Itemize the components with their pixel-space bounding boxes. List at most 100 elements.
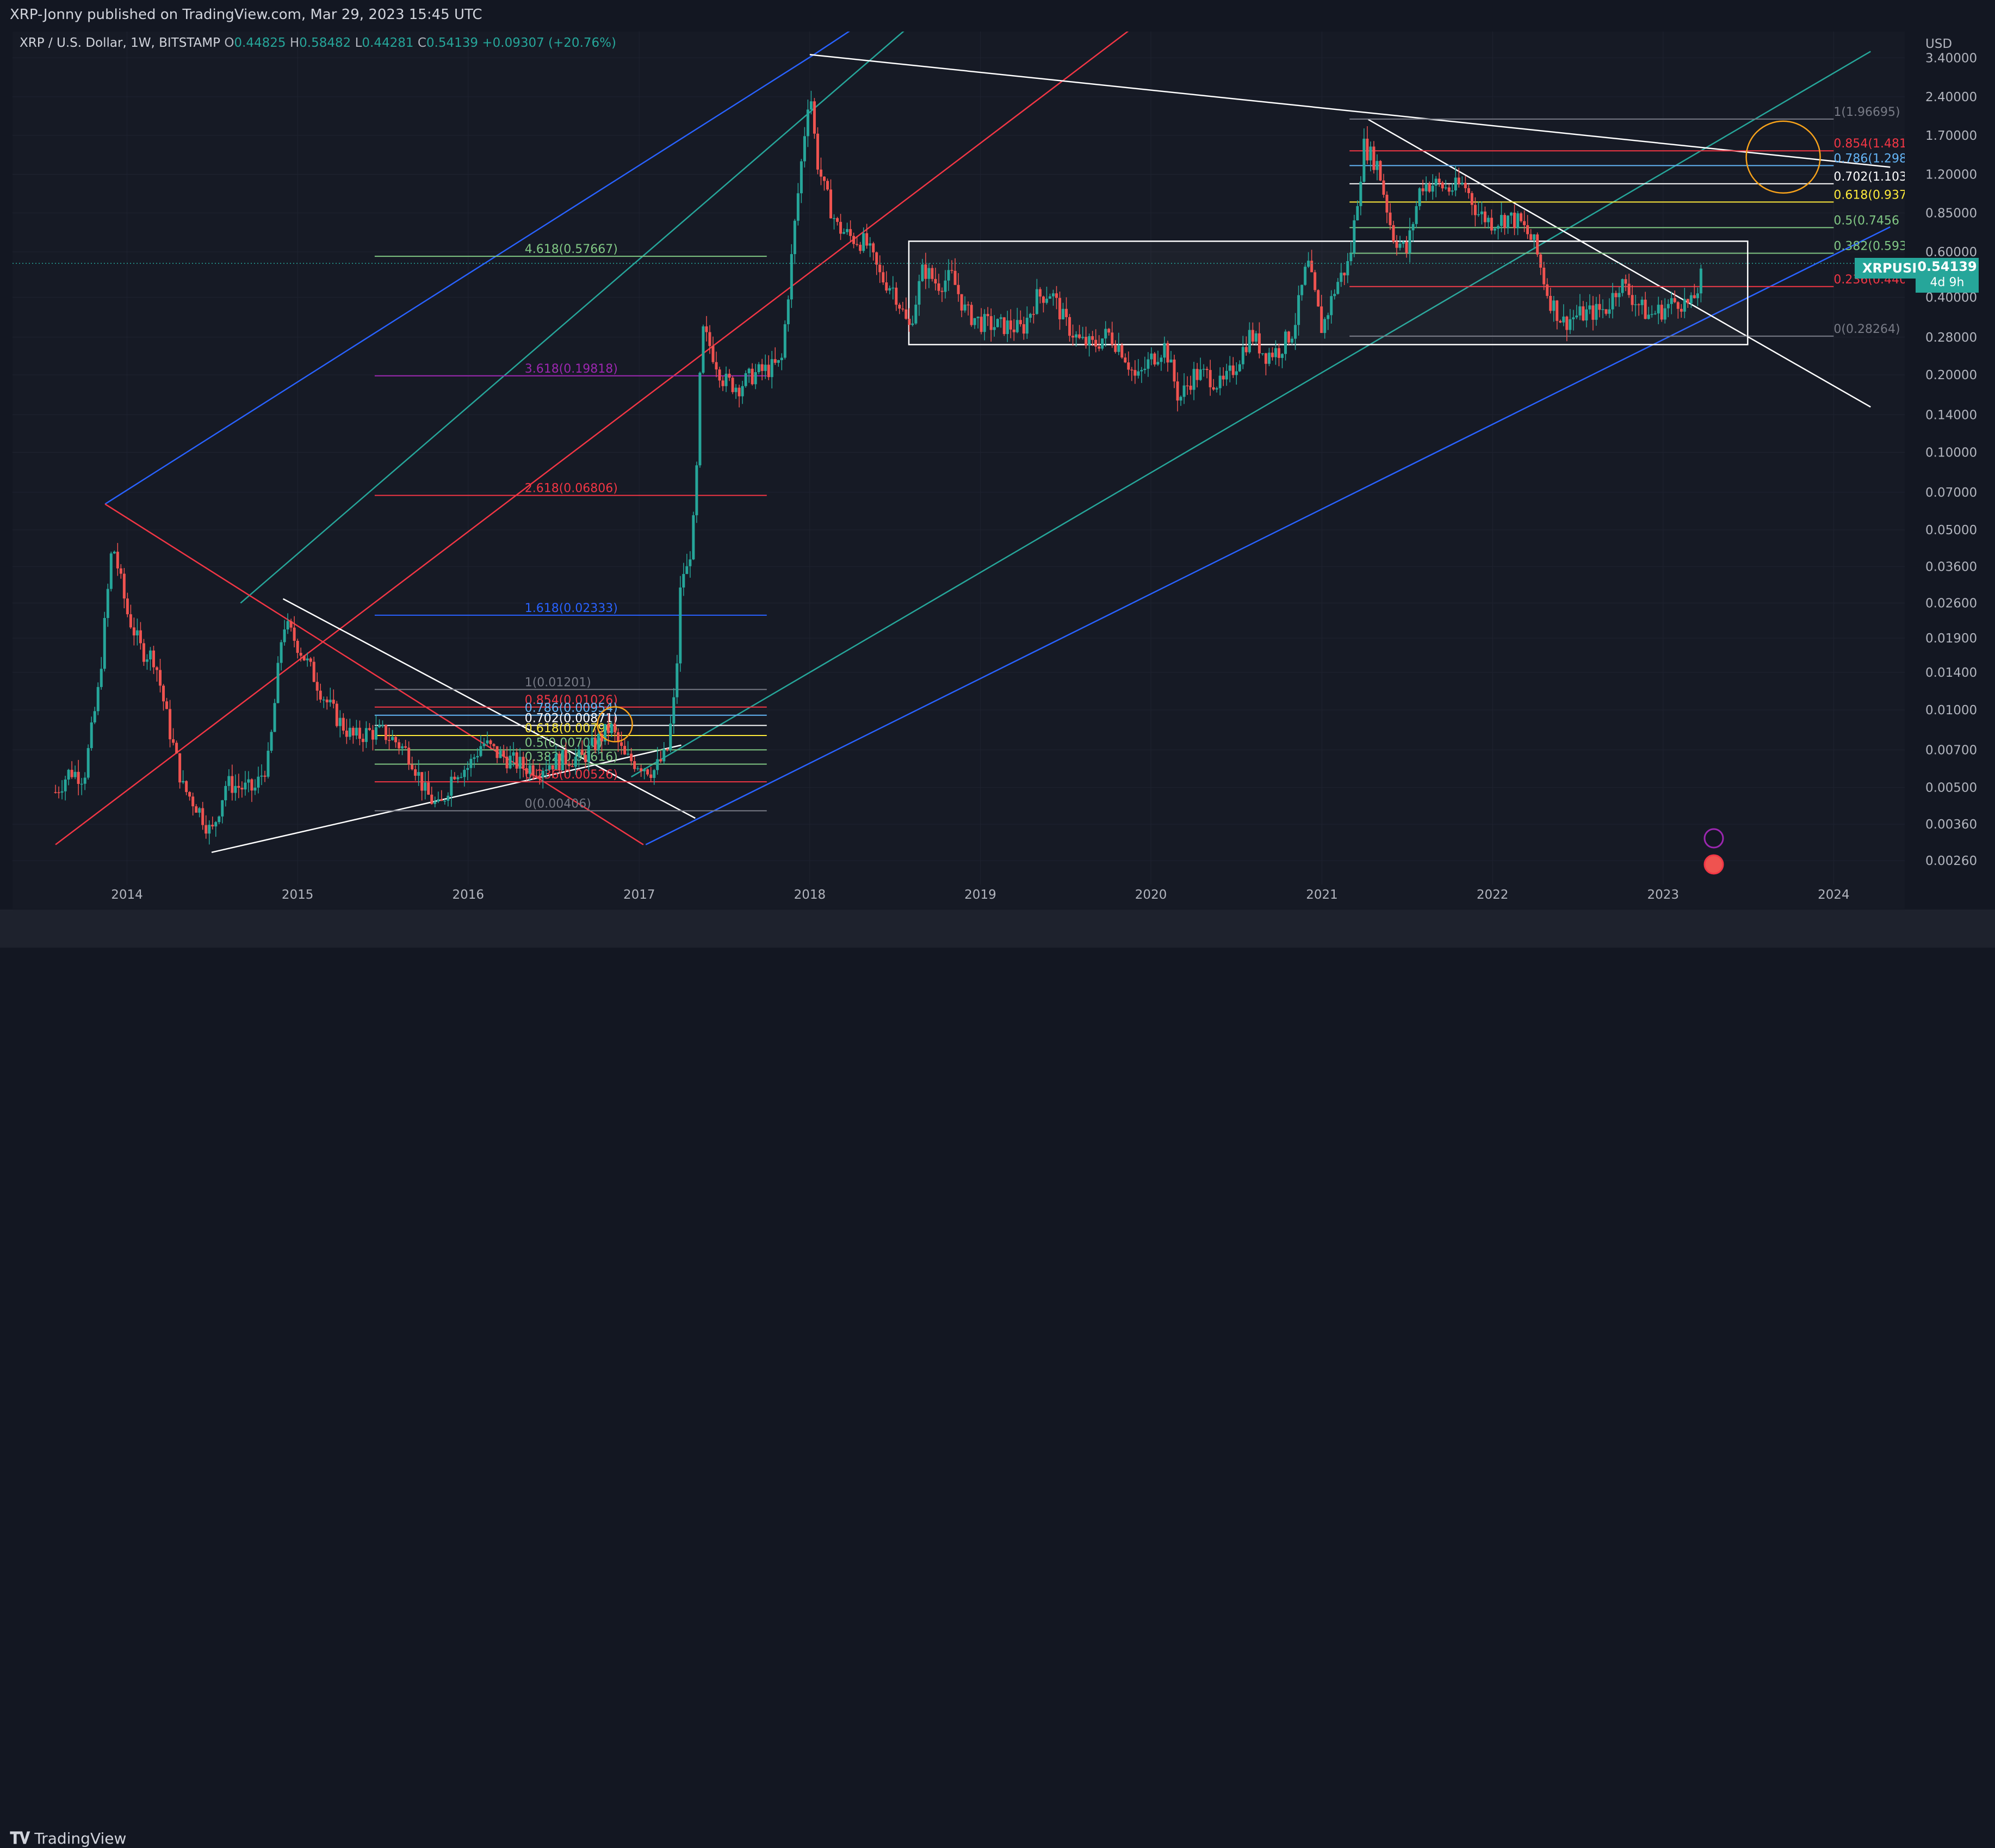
candle-body	[1379, 160, 1382, 181]
candle-body	[852, 236, 856, 244]
candle-body	[993, 327, 996, 330]
candle-body	[211, 825, 214, 827]
candle-body	[976, 317, 980, 318]
candle-body	[1477, 214, 1480, 215]
candle-body	[767, 364, 770, 378]
candle-body	[1542, 268, 1546, 285]
candle-body	[1353, 220, 1356, 254]
price-tick-label: 0.14000	[1925, 408, 1977, 422]
candle-body	[1569, 319, 1572, 330]
candle-body	[1111, 332, 1114, 345]
candle-body	[489, 740, 492, 744]
candle-body	[1284, 331, 1287, 354]
candle-body	[456, 777, 460, 780]
candle-body	[1634, 304, 1637, 305]
candle-body	[698, 373, 702, 466]
candle-body	[1297, 295, 1300, 325]
candle-body	[1274, 348, 1277, 357]
candle-body	[1218, 375, 1222, 388]
candle-body	[332, 700, 335, 704]
candle-body	[600, 733, 603, 741]
fib-level-label: 0.618(0.937	[1833, 188, 1907, 202]
candle-body	[1376, 160, 1379, 170]
chart-plot-area[interactable]	[13, 24, 1905, 909]
candle-body	[816, 133, 819, 170]
candle-body	[60, 791, 64, 793]
candle-body	[512, 752, 515, 756]
candle-body	[721, 380, 724, 386]
candle-body	[1359, 182, 1362, 206]
candle-body	[1627, 283, 1631, 295]
candle-body	[466, 768, 469, 770]
fib-level-label: 0.854(0.01026)	[525, 694, 618, 707]
candle-body	[1683, 299, 1686, 312]
candle-body	[1147, 359, 1150, 369]
low-label: L	[355, 36, 362, 50]
candle-body	[1510, 212, 1513, 216]
candle-body	[603, 724, 606, 741]
candle-body	[263, 775, 267, 777]
candle-body	[162, 685, 165, 702]
candle-body	[1130, 369, 1133, 370]
candle-body	[86, 748, 90, 778]
candle-body	[509, 756, 512, 769]
candle-body	[957, 285, 960, 294]
candle-body	[1330, 296, 1333, 316]
candle-body	[891, 287, 895, 289]
candle-body	[760, 364, 764, 371]
candle-body	[433, 801, 437, 804]
candle-body	[1483, 211, 1486, 222]
candle-body	[1124, 357, 1127, 363]
candle-body	[1467, 188, 1470, 193]
candle-body	[1166, 343, 1169, 363]
candle-body	[918, 281, 921, 305]
candle-body	[620, 742, 623, 746]
candle-body	[96, 687, 100, 712]
candle-body	[1496, 226, 1500, 229]
candle-body	[685, 566, 689, 574]
candle-body	[796, 193, 800, 221]
candle-body	[636, 768, 640, 769]
tradingview-brand[interactable]: 𝐓𝐕 TradingView	[10, 1829, 126, 1848]
price-chart[interactable]: 3.40000 2.40000 1.70000 1.20000 0.85000 0.600…	[0, 0, 1995, 948]
candle-body	[1549, 295, 1552, 311]
candle-body	[1507, 215, 1510, 228]
candle-body	[1012, 329, 1015, 332]
price-tick-label: 0.05000	[1925, 523, 1977, 537]
trend-line	[630, 51, 1871, 778]
candle-body	[201, 808, 205, 825]
candle-body	[1195, 369, 1199, 380]
candle-body	[198, 808, 201, 813]
candle-body	[1464, 182, 1467, 188]
candle-body	[1310, 261, 1314, 273]
candle-body	[1209, 370, 1212, 387]
candle-body	[1192, 369, 1195, 390]
candle-body	[1248, 330, 1251, 353]
candle-body	[944, 280, 947, 292]
candle-body	[388, 740, 391, 741]
candle-body	[371, 730, 374, 740]
time-tick-label: 2017	[623, 888, 655, 902]
fib-level-label: 0(0.28264)	[1833, 323, 1900, 336]
candle-body	[267, 750, 270, 777]
candle-body	[741, 386, 744, 397]
candle-body	[1402, 242, 1405, 244]
candle-body	[185, 781, 188, 792]
candle-body	[1094, 339, 1098, 347]
price-axis[interactable]	[1905, 24, 1995, 909]
candle-body	[411, 764, 414, 770]
candle-body	[908, 319, 911, 325]
candle-body	[940, 291, 944, 292]
candle-body	[315, 682, 319, 691]
candle-body	[584, 755, 587, 762]
candle-body	[623, 746, 627, 755]
candle-body	[1025, 318, 1029, 334]
candle-body	[286, 621, 289, 630]
candle-body	[548, 765, 551, 770]
candle-body	[1670, 298, 1673, 304]
candle-body	[1644, 299, 1647, 319]
candle-body	[895, 287, 898, 305]
candle-body	[407, 747, 411, 765]
candle-body	[1529, 234, 1533, 240]
candle-body	[148, 650, 152, 660]
